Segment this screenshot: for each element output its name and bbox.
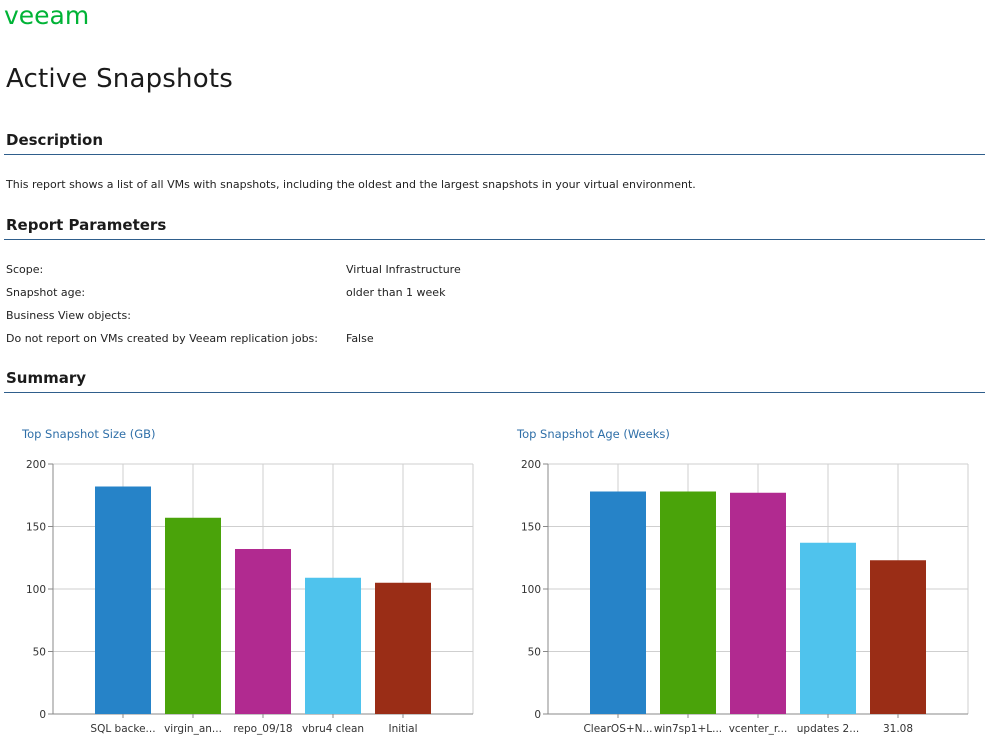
snapshot-age-chart: 0 50 100 150 200 ClearOS+N... win7sp1+L... vcen… xyxy=(521,459,969,735)
y-tick-label: 200 xyxy=(521,459,541,471)
x-tick-label: ClearOS+N... xyxy=(583,723,652,735)
param-label-business-view: Business View objects: xyxy=(6,309,131,322)
x-tick-label: Initial xyxy=(388,723,417,735)
bar-1 xyxy=(95,486,151,714)
x-tick-label: win7sp1+L... xyxy=(654,723,722,735)
snapshot-size-chart: 0 50 100 150 200 SQL backe... virgin_an... repo… xyxy=(26,459,474,735)
description-heading: Description xyxy=(6,131,104,149)
logo-text: veeam xyxy=(4,4,89,28)
parameters-divider xyxy=(4,239,985,240)
page-title: Active Snapshots xyxy=(6,64,233,94)
description-divider xyxy=(4,154,985,155)
bar-4 xyxy=(800,542,856,714)
chart-title-age: Top Snapshot Age (Weeks) xyxy=(517,427,670,441)
param-label-replication: Do not report on VMs created by Veeam re… xyxy=(6,332,318,345)
y-tick-label: 200 xyxy=(26,459,46,471)
veeam-logo: veeam xyxy=(4,4,116,28)
y-tick-label: 50 xyxy=(528,647,541,659)
y-tick-label: 150 xyxy=(26,522,46,534)
y-tick-label: 150 xyxy=(521,522,541,534)
summary-divider xyxy=(4,392,985,393)
x-tick-label: 31.08 xyxy=(883,723,913,735)
param-label-snapshot-age: Snapshot age: xyxy=(6,286,86,299)
bar-2 xyxy=(165,517,221,714)
param-label-scope: Scope: xyxy=(6,263,44,276)
y-tick-label: 0 xyxy=(534,709,541,721)
y-tick-label: 0 xyxy=(39,709,46,721)
bar-2 xyxy=(660,491,716,714)
x-tick-label: SQL backe... xyxy=(90,723,155,735)
x-tick-label: repo_09/18 xyxy=(233,723,292,735)
bar-5 xyxy=(870,560,926,714)
y-tick-label: 50 xyxy=(33,647,46,659)
param-value-snapshot-age: older than 1 week xyxy=(346,286,446,299)
x-tick-label: virgin_an... xyxy=(164,723,222,735)
param-value-replication: False xyxy=(346,332,374,345)
y-tick-label: 100 xyxy=(521,584,541,596)
bar-3 xyxy=(730,492,786,714)
y-tick-label: 100 xyxy=(26,584,46,596)
bar-1 xyxy=(590,491,646,714)
chart-title-size: Top Snapshot Size (GB) xyxy=(22,427,156,441)
summary-heading: Summary xyxy=(6,369,87,387)
param-value-scope: Virtual Infrastructure xyxy=(346,263,461,276)
x-tick-label: vbru4 clean xyxy=(302,723,364,735)
x-tick-label: updates 2... xyxy=(797,723,860,735)
bar-3 xyxy=(235,549,291,714)
parameters-heading: Report Parameters xyxy=(6,216,167,234)
description-text: This report shows a list of all VMs with… xyxy=(6,178,696,191)
bar-5 xyxy=(375,582,431,714)
x-tick-label: vcenter_r... xyxy=(729,723,788,735)
bar-4 xyxy=(305,577,361,714)
